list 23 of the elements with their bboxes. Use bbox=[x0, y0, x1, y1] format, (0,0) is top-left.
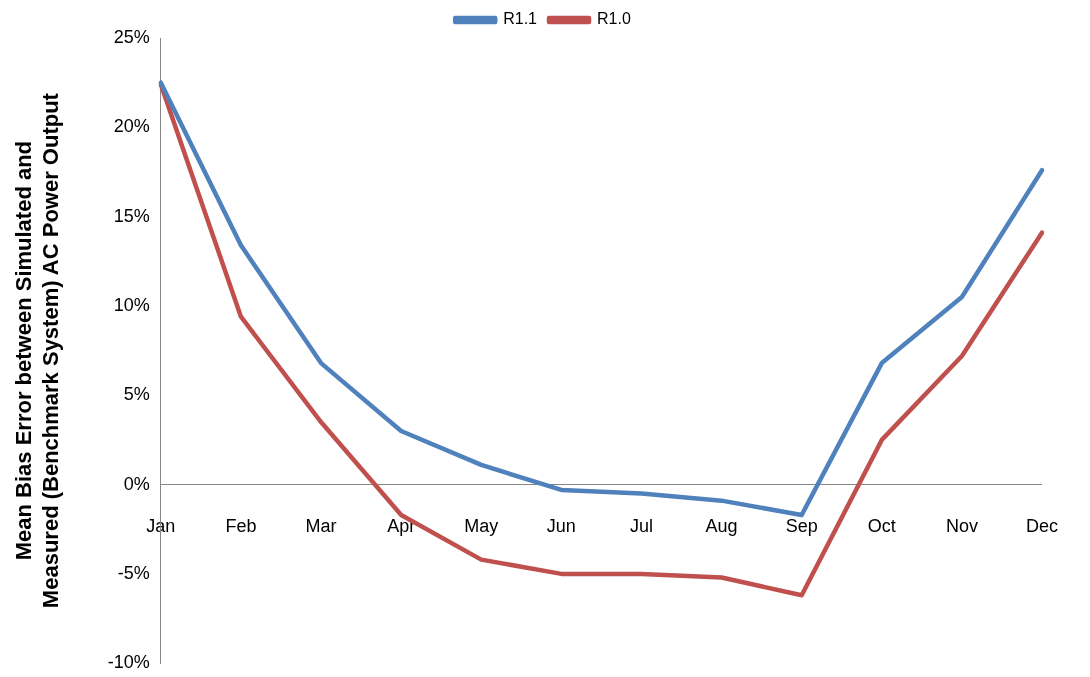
x-tick-label: Jan bbox=[146, 516, 176, 537]
x-tick-label: Mar bbox=[305, 516, 337, 537]
y-tick-label: -10% bbox=[107, 652, 150, 673]
y-tick-label: 0% bbox=[123, 473, 150, 494]
x-tick-label: Oct bbox=[867, 516, 896, 537]
y-tick-label: 25% bbox=[113, 26, 150, 47]
y-axis-title: Mean Bias Error between Simulated and Measured (Benchmark System) AC Power Output bbox=[11, 92, 63, 609]
y-tick-label: 20% bbox=[113, 116, 150, 137]
x-tick-label: Dec bbox=[1025, 516, 1058, 537]
y-tick-label: -5% bbox=[117, 562, 150, 583]
y-tick-label: 10% bbox=[113, 294, 150, 315]
x-tick-label: Apr bbox=[387, 516, 416, 537]
x-tick-label: Jul bbox=[629, 516, 653, 537]
x-tick-label: May bbox=[464, 516, 499, 537]
legend-label: R1.0 bbox=[597, 10, 631, 28]
x-tick-label: Sep bbox=[785, 516, 818, 537]
legend-label: R1.1 bbox=[503, 10, 538, 28]
x-tick-label: Nov bbox=[945, 516, 978, 537]
x-tick-label: Aug bbox=[705, 516, 738, 537]
x-tick-label: Jun bbox=[546, 516, 576, 537]
y-tick-label: 15% bbox=[113, 205, 150, 226]
x-tick-label: Feb bbox=[225, 516, 257, 537]
y-tick-label: 5% bbox=[123, 384, 150, 405]
